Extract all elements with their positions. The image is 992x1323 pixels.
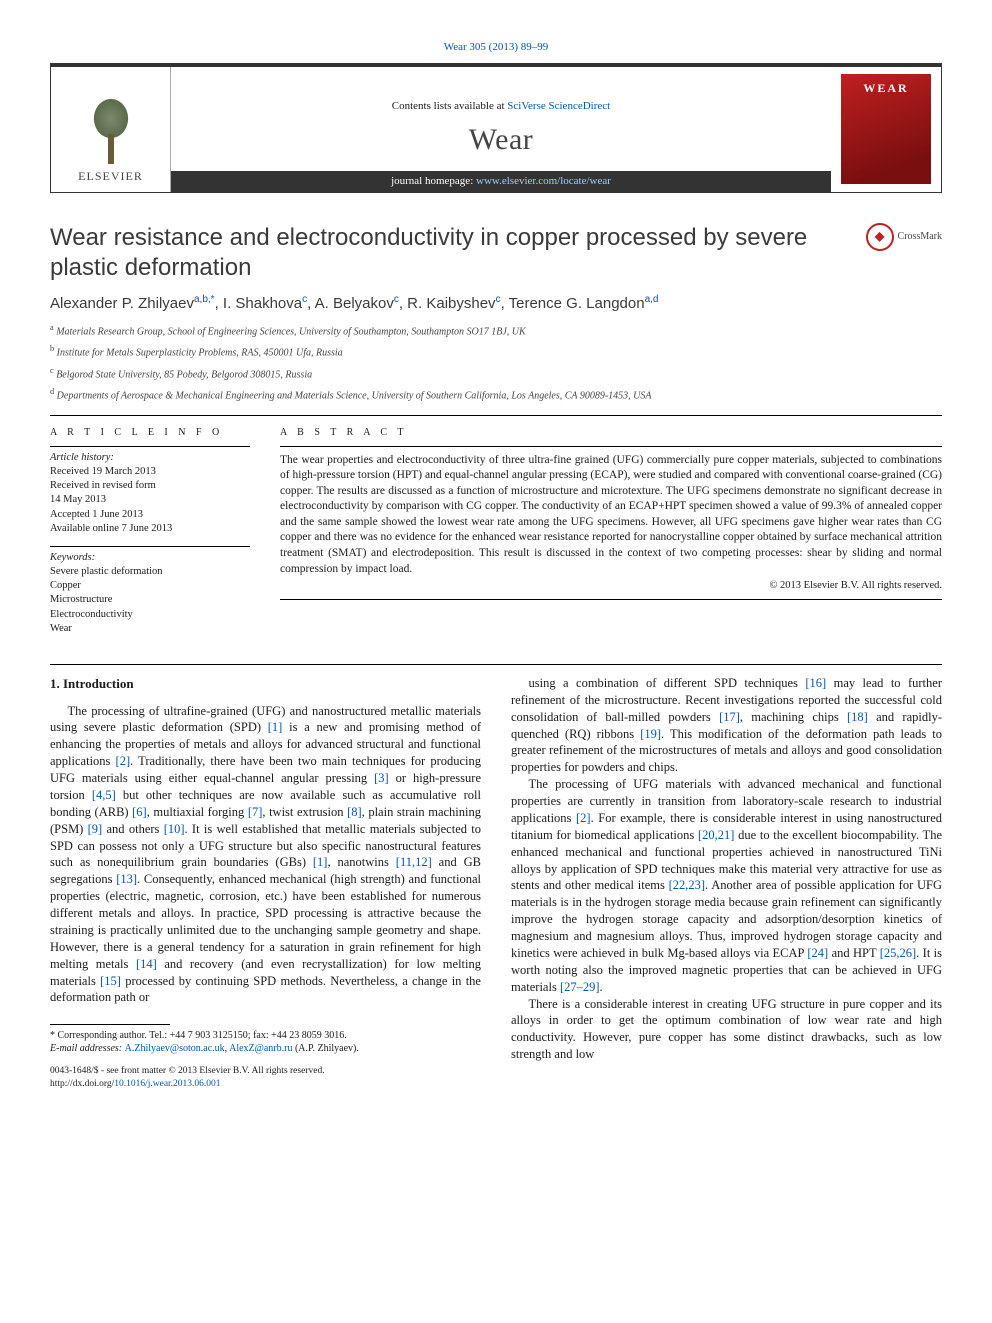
elsevier-tree-icon — [81, 94, 141, 164]
divider — [50, 664, 942, 665]
cover-text: WEAR — [863, 80, 908, 96]
corresponding-author-footnote: * Corresponding author. Tel.: +44 7 903 … — [50, 1029, 481, 1055]
keyword: Electroconductivity — [50, 608, 250, 622]
email-label: E-mail addresses: — [50, 1043, 125, 1054]
author-list: Alexander P. Zhilyaeva,b,*, I. Shakhovac… — [50, 293, 942, 314]
body-paragraph: The processing of UFG materials with adv… — [511, 776, 942, 995]
citation-ref[interactable]: [2] — [576, 811, 591, 825]
citation-ref[interactable]: [15] — [100, 974, 121, 988]
affiliation-line: b Institute for Metals Superplasticity P… — [50, 343, 942, 360]
article-info-col: A R T I C L E I N F O Article history: R… — [50, 426, 250, 636]
contents-prefix: Contents lists available at — [392, 100, 507, 112]
citation-ref[interactable]: [6] — [132, 805, 147, 819]
citation-ref[interactable]: [7] — [248, 805, 263, 819]
citation-ref[interactable]: [22,23] — [669, 878, 705, 892]
abstract-copyright: © 2013 Elsevier B.V. All rights reserved… — [280, 579, 942, 593]
copyright-line: 0043-1648/$ - see front matter © 2013 El… — [50, 1065, 481, 1077]
article-title: Wear resistance and electroconductivity … — [50, 223, 854, 283]
citation-ref[interactable]: [13] — [116, 872, 137, 886]
citation-ref[interactable]: [27–29] — [560, 980, 600, 994]
body-columns: 1. Introduction The processing of ultraf… — [50, 675, 942, 1090]
history-line: Received 19 March 2013 — [50, 465, 250, 479]
homepage-prefix: journal homepage: — [391, 175, 476, 187]
citation-ref[interactable]: [3] — [374, 771, 389, 785]
citation-line: Wear 305 (2013) 89–99 — [50, 40, 942, 55]
banner-center: Contents lists available at SciVerse Sci… — [171, 67, 831, 192]
section-heading: 1. Introduction — [50, 675, 481, 693]
contents-line: Contents lists available at SciVerse Sci… — [392, 99, 610, 114]
body-col-left: 1. Introduction The processing of ultraf… — [50, 675, 481, 1090]
citation-ref[interactable]: [17] — [719, 710, 740, 724]
homepage-bar: journal homepage: www.elsevier.com/locat… — [171, 171, 831, 192]
citation-ref[interactable]: [1] — [268, 720, 283, 734]
footer-meta: 0043-1648/$ - see front matter © 2013 El… — [50, 1065, 481, 1090]
keywords-label: Keywords: — [50, 552, 95, 563]
crossmark-icon — [866, 223, 894, 251]
doi-line: http://dx.doi.org/10.1016/j.wear.2013.06… — [50, 1078, 481, 1090]
footnote-divider — [50, 1024, 170, 1025]
citation-ref[interactable]: [2] — [116, 754, 131, 768]
cover-block: WEAR — [831, 67, 941, 192]
body-paragraph: using a combination of different SPD tec… — [511, 675, 942, 776]
abstract-label: A B S T R A C T — [280, 426, 942, 440]
abstract-text: The wear properties and electroconductiv… — [280, 446, 942, 600]
affiliation-list: a Materials Research Group, School of En… — [50, 322, 942, 403]
keywords-block: Keywords: Severe plastic deformationCopp… — [50, 546, 250, 636]
journal-cover-icon: WEAR — [841, 74, 931, 184]
crossmark-badge[interactable]: CrossMark — [866, 223, 942, 251]
affiliation-line: c Belgorod State University, 85 Pobedy, … — [50, 365, 942, 382]
affiliation-line: a Materials Research Group, School of En… — [50, 322, 942, 339]
keyword: Severe plastic deformation — [50, 565, 250, 579]
email-suffix: (A.P. Zhilyaev). — [292, 1043, 358, 1054]
history-line: 14 May 2013 — [50, 493, 250, 507]
article-info-label: A R T I C L E I N F O — [50, 426, 250, 440]
keyword: Wear — [50, 622, 250, 636]
citation-ref[interactable]: [1] — [313, 855, 328, 869]
history-line: Accepted 1 June 2013 — [50, 508, 250, 522]
page-root: Wear 305 (2013) 89–99 ELSEVIER Contents … — [0, 0, 992, 1120]
citation-ref[interactable]: [14] — [136, 957, 157, 971]
abstract-body: The wear properties and electroconductiv… — [280, 454, 942, 575]
history-label: Article history: — [50, 452, 114, 463]
title-row: Wear resistance and electroconductivity … — [50, 223, 942, 283]
citation-ref[interactable]: [18] — [847, 710, 868, 724]
body-paragraph: There is a considerable interest in crea… — [511, 996, 942, 1064]
citation-ref[interactable]: [19] — [640, 727, 661, 741]
body-paragraph: The processing of ultrafine-grained (UFG… — [50, 703, 481, 1007]
doi-prefix: http://dx.doi.org/ — [50, 1079, 114, 1089]
crossmark-label: CrossMark — [898, 230, 942, 244]
divider — [50, 415, 942, 416]
citation-ref[interactable]: [20,21] — [698, 828, 734, 842]
citation-ref[interactable]: [8] — [347, 805, 362, 819]
citation-ref[interactable]: [25,26] — [880, 946, 916, 960]
abstract-col: A B S T R A C T The wear properties and … — [280, 426, 942, 636]
citation-ref[interactable]: [16] — [805, 676, 826, 690]
corr-line: * Corresponding author. Tel.: +44 7 903 … — [50, 1029, 481, 1042]
email-link-1[interactable]: A.Zhilyaev@soton.ac.uk — [125, 1043, 225, 1054]
publisher-logo-block: ELSEVIER — [51, 67, 171, 192]
history-line: Available online 7 June 2013 — [50, 522, 250, 536]
journal-banner: ELSEVIER Contents lists available at Sci… — [50, 63, 942, 193]
journal-name: Wear — [469, 120, 534, 161]
keyword: Copper — [50, 579, 250, 593]
history-block: Article history: Received 19 March 2013R… — [50, 446, 250, 536]
publisher-name: ELSEVIER — [78, 168, 143, 184]
citation-ref[interactable]: [11,12] — [396, 855, 432, 869]
citation-link[interactable]: Wear 305 (2013) 89–99 — [444, 41, 549, 53]
citation-ref[interactable]: [9] — [88, 822, 103, 836]
doi-link[interactable]: 10.1016/j.wear.2013.06.001 — [114, 1079, 220, 1089]
email-line: E-mail addresses: A.Zhilyaev@soton.ac.uk… — [50, 1042, 481, 1055]
history-line: Received in revised form — [50, 479, 250, 493]
email-link-2[interactable]: AlexZ@anrb.ru — [229, 1043, 292, 1054]
citation-ref[interactable]: [10] — [164, 822, 185, 836]
keyword: Microstructure — [50, 593, 250, 607]
info-abstract-row: A R T I C L E I N F O Article history: R… — [50, 426, 942, 636]
citation-ref[interactable]: [24] — [807, 946, 828, 960]
body-col-right: using a combination of different SPD tec… — [511, 675, 942, 1090]
homepage-link[interactable]: www.elsevier.com/locate/wear — [476, 175, 611, 187]
sciencedirect-link[interactable]: SciVerse ScienceDirect — [507, 100, 610, 112]
affiliation-line: d Departments of Aerospace & Mechanical … — [50, 386, 942, 403]
citation-ref[interactable]: [4,5] — [92, 788, 116, 802]
